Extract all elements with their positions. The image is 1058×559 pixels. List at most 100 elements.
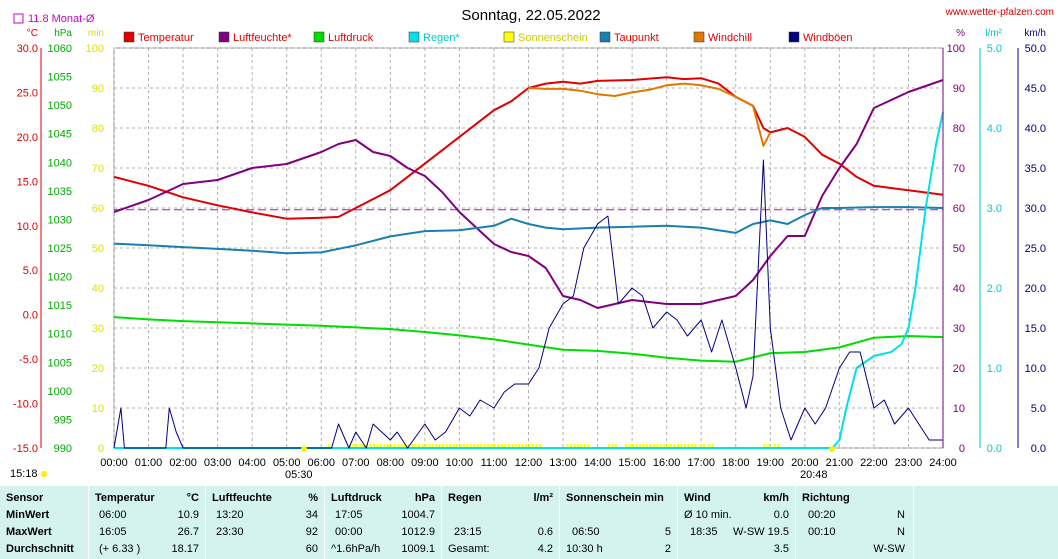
axis-temp-tick: 25.0 [17,87,38,99]
stats-press-max-value: 1012.9 [401,526,435,538]
axis-temp-tick: 30.0 [17,43,38,55]
sunshine-bar [632,444,635,448]
axis-pressure-tick: 1005 [48,357,72,369]
sunshine-bar [328,444,331,448]
sunshine-bar [711,444,714,448]
sunshine-bar [417,444,420,448]
sunshine-bar [424,444,427,448]
sunshine-bar [614,444,617,448]
stats-wind-min-label: Ø 10 min. [684,509,732,521]
axis-temp-tick: 10.0 [17,221,38,233]
axis-humidity-tick: 70 [953,163,965,175]
sunshine-bar [359,444,362,448]
sunshine-bar [469,444,472,448]
sunshine-bar [673,444,676,448]
legend-swatch [599,31,611,43]
legend: Temperatur Luftfeuchte* Luftdruck Regen* Son… [123,31,853,44]
stats-rain-max-time: 23:15 [454,526,482,538]
sunshine-bar [355,444,358,448]
sunshine-bar [635,444,638,448]
legend-swatch [313,31,325,43]
stats-rain-max-value: 0.6 [537,526,553,538]
series-lines [113,76,944,449]
x-tick-label: 09:00 [411,457,439,469]
x-tick-label: 18:00 [722,457,750,469]
axis-wind-tick: 30.0 [1025,203,1046,215]
axis-humidity-tick: 40 [953,283,965,295]
sunshine-bar [393,444,396,448]
sunshine-bar [473,444,476,448]
axis-pressure-tick: 1000 [48,386,72,398]
stats-hum-col: Luftfeuchte % 13:20 34 23:30 92 60 [206,486,325,559]
stats-dir-max-time: 00:10 [808,526,836,538]
x-tick-label: 13:00 [549,457,577,469]
legend-label: Luftfeuchte* [233,32,292,44]
legend-label: Temperatur [138,32,194,44]
sunshine-bar [528,444,531,448]
sunshine-bar [690,444,693,448]
axis-wind-tick: 0.0 [1031,443,1046,455]
axes: 30.0 25.0 20.0 15.0 10.0 5.0 0.0 -5.0 -10.0 -15.0… [13,28,1046,469]
axis-wind-tick: 35.0 [1025,163,1046,175]
sunshine-bar [777,444,780,448]
sunshine-bar [404,444,407,448]
sunshine-bar [490,444,493,448]
sunshine-bar [566,444,569,448]
stats-temp-min-value: 10.9 [177,509,199,521]
axis-pressure-tick: 1060 [48,43,72,55]
sunshine-bar [628,444,631,448]
sunshine-bar [607,444,610,448]
axis-temp-tick: 0.0 [23,310,38,322]
legend-swatch [123,31,135,43]
stats-dir-col: Richtung 00:20 N 00:10 N W-SW [796,486,914,559]
x-tick-label: 17:00 [687,457,715,469]
x-tick-label: 16:00 [653,457,681,469]
legend-swatch [503,31,515,43]
sunshine-bar [459,444,462,448]
sunshine-bar [677,444,680,448]
stats-hum-min-value: 34 [305,509,318,521]
stats-press-min-time: 17:05 [335,509,363,521]
source-link[interactable]: www.wetter-pfalzen.com [945,7,1054,18]
axis-pressure-unit: hPa [54,28,72,39]
axis-wind-unit: km/h [1024,28,1046,39]
stats-header-rain: Regen [448,492,482,504]
sunshine-bar [531,444,534,448]
x-tick-label: 00:00 [100,457,128,469]
legend-label: Regen* [423,32,460,44]
axis-pressure-tick: 1055 [48,72,72,84]
axis-minutes-tick: 100 [86,43,104,55]
stats-dir-min-time: 00:20 [808,509,836,521]
sunshine-bar [504,444,507,448]
stats-row-label: MinWert [6,509,50,521]
axis-rain-tick: 0.0 [987,443,1002,455]
stats-wind-avg-value: 3.5 [773,543,789,555]
sunshine-bar [683,444,686,448]
axis-pressure-tick: 1050 [48,100,72,112]
monthly-avg-label: 11.8 Monat-Ø [28,13,95,25]
chart-title: Sonntag, 22.05.2022 [461,7,600,24]
stats-press-col: Luftdruck hPa 17:05 1004.7 00:00 1012.9 … [325,486,442,559]
sunshine-bar [414,444,417,448]
axis-pressure-tick: 1020 [48,272,72,284]
stats-hum-max-value: 92 [305,526,318,538]
stats-wind-max-value: W-SW 19.5 [732,526,789,538]
stats-header-sensor: Sensor [6,492,44,504]
sunshine-bar [411,444,414,448]
stats-sensor-col: Sensor MinWert MaxWert Durchschnitt [0,486,89,559]
axis-minutes-tick: 60 [92,203,104,215]
sunshine-bar [573,444,576,448]
axis-minutes-unit: min [88,28,104,39]
axis-pressure-tick: 1010 [48,329,72,341]
sunshine-bar [438,444,441,448]
sunshine-bar [569,444,572,448]
now-label: 15:18 [10,468,38,480]
axis-pressure-tick: 1035 [48,186,72,198]
sunset-label: 20:48 [800,469,828,481]
axis-wind-tick: 25.0 [1025,243,1046,255]
stats-rain-total-value: 4.2 [537,543,553,555]
stats-press-min-value: 1004.7 [401,509,435,521]
x-tick-label: 06:00 [307,457,335,469]
x-tick-label: 10:00 [446,457,474,469]
sunshine-bar [687,444,690,448]
